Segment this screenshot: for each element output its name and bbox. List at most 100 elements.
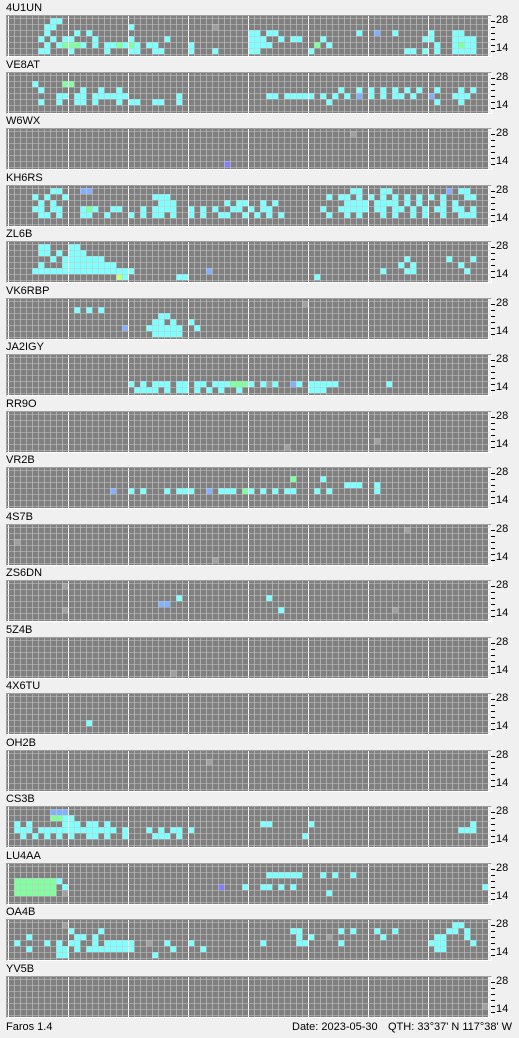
signal-cell	[230, 206, 236, 212]
station-panel-oh2b: OH2B 28 14	[0, 736, 519, 792]
signal-cell	[470, 940, 476, 946]
signal-cell	[92, 946, 98, 952]
signal-cell	[68, 36, 74, 42]
signal-cell	[344, 200, 350, 206]
signal-cell	[380, 934, 386, 940]
signal-cell	[164, 36, 170, 42]
signal-cell	[392, 200, 398, 206]
signal-cell	[56, 99, 62, 105]
signal-cell	[62, 583, 68, 589]
band-tick	[491, 108, 495, 109]
signal-cell	[326, 890, 332, 896]
signal-cell	[14, 821, 20, 827]
signal-cell	[392, 194, 398, 200]
signal-cell	[296, 93, 302, 99]
signal-cell	[338, 194, 344, 200]
signal-cell	[50, 206, 56, 212]
signal-cell	[290, 928, 296, 934]
propagation-grid	[6, 467, 492, 509]
signal-cell	[38, 827, 44, 833]
signal-cell	[296, 381, 302, 387]
signal-cell	[32, 268, 38, 274]
signal-cell	[350, 131, 356, 137]
signal-cell	[104, 268, 110, 274]
band-tick	[491, 1012, 495, 1013]
signal-cell	[50, 256, 56, 262]
signal-cell	[62, 81, 68, 87]
signal-cell	[464, 827, 470, 833]
signal-cell	[122, 268, 128, 274]
signal-cell	[398, 262, 404, 268]
signal-cell	[368, 93, 374, 99]
band-tick	[491, 146, 495, 147]
signal-cell	[464, 36, 470, 42]
propagation-grid-svg	[7, 977, 489, 1017]
signal-cell	[356, 93, 362, 99]
signal-cell	[266, 884, 272, 890]
signal-cell	[176, 827, 182, 833]
signal-cell	[338, 928, 344, 934]
signal-cell	[62, 93, 68, 99]
signal-cell	[458, 36, 464, 42]
band-tick	[491, 51, 495, 52]
signal-cell	[80, 262, 86, 268]
signal-cell	[284, 488, 290, 494]
band-tick	[491, 429, 495, 430]
signal-cell	[326, 42, 332, 48]
propagation-grid-svg	[7, 73, 489, 113]
signal-cell	[374, 488, 380, 494]
signal-cell	[20, 890, 26, 896]
signal-cell	[152, 212, 158, 218]
band-tick	[491, 328, 495, 329]
signal-cell	[392, 30, 398, 36]
signal-cell	[86, 256, 92, 262]
signal-cell	[122, 93, 128, 99]
signal-cell	[128, 212, 134, 218]
signal-cell	[188, 42, 194, 48]
signal-cell	[290, 93, 296, 99]
signal-cell	[182, 488, 188, 494]
band-tick	[491, 893, 495, 894]
signal-cell	[80, 256, 86, 262]
signal-cell	[62, 827, 68, 833]
signal-cell	[158, 48, 164, 54]
signal-cell	[146, 325, 152, 331]
signal-cell	[326, 488, 332, 494]
signal-cell	[464, 188, 470, 194]
propagation-grid-svg	[7, 807, 489, 847]
signal-cell	[62, 607, 68, 613]
propagation-grid-svg	[7, 920, 489, 960]
signal-cell	[470, 48, 476, 54]
signal-cell	[380, 212, 386, 218]
signal-cell	[266, 381, 272, 387]
signal-cell	[56, 833, 62, 839]
signal-cell	[92, 940, 98, 946]
signal-cell	[344, 212, 350, 218]
band-tick	[491, 560, 495, 561]
signal-cell	[80, 188, 86, 194]
signal-cell	[116, 946, 122, 952]
signal-cell	[296, 872, 302, 878]
signal-cell	[44, 827, 50, 833]
band-label-top: 28	[496, 523, 509, 535]
signal-cell	[218, 381, 224, 387]
signal-cell	[344, 482, 350, 488]
propagation-grid	[6, 72, 492, 114]
station-panel-4u1un: 4U1UN 28 14	[0, 1, 519, 57]
signal-cell	[434, 934, 440, 940]
signal-cell	[80, 934, 86, 940]
signal-cell	[80, 87, 86, 93]
signal-cell	[116, 87, 122, 93]
band-tick	[491, 887, 495, 888]
signal-cell	[392, 206, 398, 212]
signal-cell	[458, 93, 464, 99]
signal-cell	[56, 188, 62, 194]
signal-cell	[140, 381, 146, 387]
signal-cell	[470, 194, 476, 200]
signal-cell	[116, 940, 122, 946]
signal-cell	[320, 93, 326, 99]
station-panel-5z4b: 5Z4B 28 14	[0, 623, 519, 679]
signal-cell	[446, 188, 452, 194]
signal-cell	[122, 325, 128, 331]
signal-cell	[218, 387, 224, 393]
